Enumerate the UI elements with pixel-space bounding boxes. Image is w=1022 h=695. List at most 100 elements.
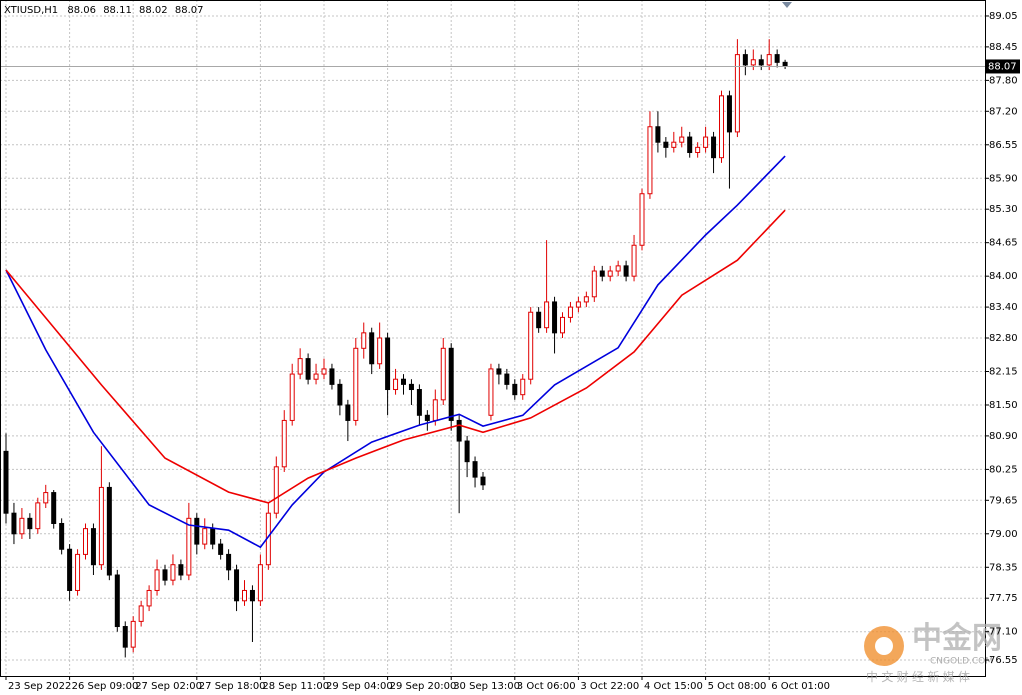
- candle-body: [703, 136, 709, 148]
- candle-body: [583, 296, 589, 303]
- candle-body: [655, 126, 661, 143]
- candle-body: [11, 512, 17, 535]
- candle-body: [186, 517, 192, 576]
- candle-body: [424, 414, 430, 421]
- candle-body: [27, 517, 33, 530]
- candle-body: [75, 553, 81, 591]
- candle-body: [750, 59, 756, 66]
- candle-body: [408, 383, 414, 391]
- candle-body: [512, 383, 518, 396]
- candle-body: [297, 358, 303, 375]
- candle-body: [361, 332, 367, 349]
- candle-body: [249, 589, 255, 602]
- candle-body: [615, 265, 621, 272]
- candle-body: [51, 492, 57, 524]
- candle-body: [623, 265, 629, 277]
- y-tick-label: 77.75: [989, 593, 1018, 604]
- candle-body: [742, 54, 748, 66]
- candle-body: [377, 337, 383, 365]
- y-tick-label: 82.15: [989, 366, 1018, 377]
- marks: [0, 39, 985, 658]
- watermark-slogan: 中 文 财 经 新 媒 体: [866, 669, 970, 684]
- candle-body: [43, 492, 49, 504]
- y-tick-label: 86.55: [989, 140, 1018, 151]
- x-tick-label: 30 Sep 13:00: [453, 681, 520, 692]
- candle-body: [210, 528, 216, 545]
- candle-body: [726, 95, 732, 133]
- candle-body: [178, 564, 184, 576]
- candle-body: [552, 301, 558, 334]
- watermark-brand: 中金网: [912, 621, 1002, 655]
- candle-body: [599, 270, 605, 277]
- x-tick-label: 3 Oct 22:00: [580, 681, 639, 692]
- candle-body: [520, 378, 526, 396]
- y-tick-label: 77.10: [989, 627, 1018, 638]
- candle-body: [464, 440, 470, 463]
- y-tick-label: 81.50: [989, 400, 1018, 411]
- candle-body: [337, 383, 343, 406]
- candle-body: [162, 569, 168, 581]
- x-tick-label: 27 Sep 18:00: [199, 681, 266, 692]
- watermark-site: CNGOLD.COM: [930, 657, 993, 667]
- low-value: 88.02: [139, 5, 168, 16]
- candle-body: [234, 569, 240, 602]
- x-tick-label: 29 Sep 04:00: [326, 681, 393, 692]
- candle-body: [711, 136, 717, 159]
- candle-body: [146, 589, 152, 607]
- candle-body: [567, 306, 573, 318]
- candle-body: [663, 141, 669, 148]
- candle-body: [416, 389, 422, 416]
- candle-body: [138, 605, 144, 622]
- price-label: 88.07: [988, 61, 1017, 72]
- candle-body: [448, 347, 454, 421]
- candle-body: [242, 589, 247, 602]
- candle-body: [321, 368, 327, 375]
- high-value: 88.11: [103, 5, 132, 16]
- x-tick-label: 5 Oct 08:00: [708, 681, 767, 692]
- y-tick-label: 79.65: [989, 495, 1018, 506]
- candle-body: [679, 136, 685, 143]
- y-tick-label: 76.55: [989, 655, 1018, 666]
- watermark: 中金网 CNGOLD.COM 中 文 财 经 新 媒 体: [864, 621, 1002, 684]
- x-tick-label: 23 Sep 2022: [8, 681, 71, 692]
- candle-body: [305, 358, 311, 380]
- candle-body: [432, 399, 438, 421]
- candle-body: [385, 337, 391, 391]
- candle-body: [607, 270, 613, 277]
- x-tick-label: 4 Oct 15:00: [644, 681, 703, 692]
- candle-body: [114, 574, 120, 628]
- candle-body: [122, 626, 128, 648]
- close-value: 88.07: [175, 5, 204, 16]
- y-tick-label: 78.35: [989, 562, 1018, 573]
- symbol: XTIUSD,H1: [4, 5, 58, 16]
- y-tick-label: 80.90: [989, 431, 1018, 442]
- candle-body: [393, 378, 399, 391]
- candle-body: [257, 564, 263, 602]
- y-tick-label: 89.05: [989, 11, 1018, 22]
- x-tick-label: 6 Oct 01:00: [771, 681, 830, 692]
- candle-body: [647, 126, 653, 195]
- candle-body: [774, 54, 780, 63]
- candle-body: [544, 301, 550, 329]
- y-tick-label: 84.00: [989, 271, 1018, 282]
- y-tick-label: 80.25: [989, 464, 1018, 475]
- candle-body: [67, 548, 73, 591]
- candle-body: [671, 141, 677, 148]
- candle-body: [154, 569, 160, 591]
- candle-body: [560, 316, 565, 334]
- candle-body: [639, 193, 645, 246]
- logo-inner: [875, 637, 893, 655]
- y-tick-label: 85.30: [989, 204, 1018, 215]
- candle-body: [289, 373, 295, 421]
- price-label-box: [986, 59, 1020, 74]
- candle-body: [480, 476, 486, 486]
- candle-body: [83, 528, 88, 555]
- candle-body: [130, 620, 136, 648]
- candle-body: [194, 517, 200, 545]
- candle-body: [273, 466, 279, 514]
- candle-body: [369, 332, 375, 365]
- candle-body: [353, 347, 359, 421]
- candle-body: [35, 502, 41, 530]
